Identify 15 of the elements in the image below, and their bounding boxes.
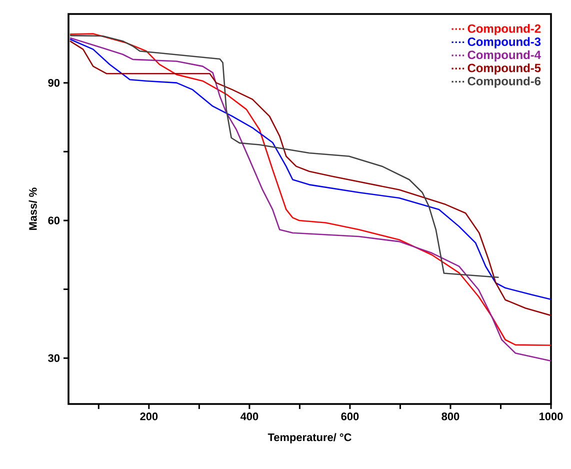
y-tick-label: 30 [48, 354, 60, 362]
x-tick-label: 1000 [540, 412, 563, 420]
x-tick-label: 400 [240, 412, 258, 420]
y-tick-label: 60 [48, 216, 60, 224]
y-tick-label: 90 [48, 78, 60, 87]
y-axis-title: Mass/ % [28, 188, 37, 230]
x-tick-label: 600 [341, 412, 359, 420]
legend-label: Compound-2 [468, 24, 541, 36]
x-axis-title: Temperature/ °C [268, 433, 352, 444]
legend-label: Compound-3 [468, 37, 541, 48]
legend-label: Compound-5 [468, 63, 541, 75]
legend-label: Compound-6 [468, 76, 541, 88]
x-tick-label: 200 [140, 412, 158, 420]
legend-label: Compound-4 [468, 50, 541, 62]
x-tick-label: 800 [442, 412, 460, 420]
